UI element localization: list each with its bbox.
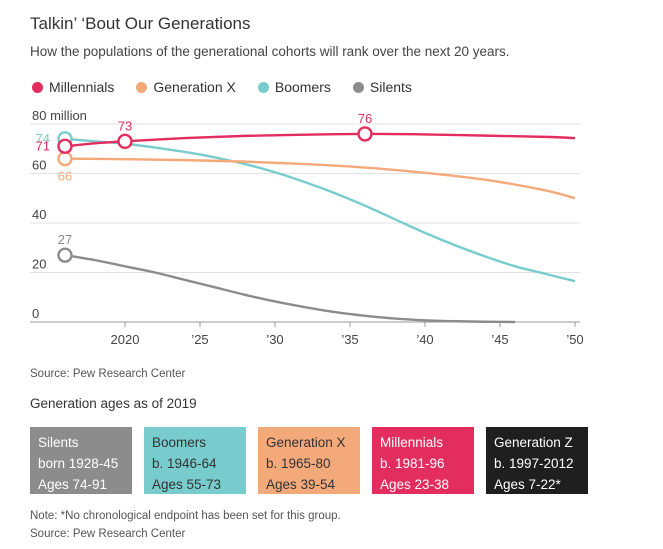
legend-swatch-silents — [352, 81, 364, 93]
footer-source: Source: Pew Research Center — [30, 528, 186, 540]
x-tick-label: ’30 — [266, 332, 283, 347]
series-line-silents — [64, 253, 516, 324]
generation-boxes: Silents born 1928-45 Ages 74-91 Boomers … — [30, 427, 588, 494]
generation-name: Silents — [38, 435, 79, 450]
data-label: 76 — [358, 111, 372, 126]
data-label: 66 — [58, 169, 72, 184]
legend: Millennials Generation X Boomers Silents — [32, 79, 434, 95]
x-tick-label: ’50 — [566, 332, 583, 347]
data-point-marker — [357, 126, 373, 142]
generation-box-boomers: Boomers b. 1946-64 Ages 55-73 — [144, 427, 246, 494]
legend-item-millennials: Millennials — [32, 79, 114, 95]
data-point-marker — [117, 133, 133, 150]
data-label: 71 — [36, 138, 50, 153]
y-tick-label: 60 — [32, 158, 46, 173]
series-line-boomers — [64, 137, 576, 283]
legend-label-generation-x: Generation X — [153, 79, 236, 95]
legend-item-generation-x: Generation X — [136, 79, 236, 95]
generation-born: b. 1981-96 — [380, 456, 445, 471]
generation-born: b. 1997-2012 — [494, 456, 574, 471]
chart-subtitle: How the populations of the generational … — [30, 44, 510, 59]
x-tick-label: ’45 — [491, 332, 508, 347]
generation-ages: Ages 39-54 — [266, 477, 336, 492]
footnote: Note: *No chronological endpoint has bee… — [30, 510, 341, 522]
generation-name: Boomers — [152, 435, 207, 450]
generation-ages: Ages 74-91 — [38, 477, 108, 492]
data-label: 74 — [36, 131, 50, 146]
x-tick-label: ’35 — [341, 332, 358, 347]
y-tick-label: 40 — [32, 207, 46, 222]
generation-born: b. 1946-64 — [152, 456, 217, 471]
legend-swatch-millennials — [32, 81, 43, 93]
generation-born: b. 1965-80 — [266, 456, 331, 471]
chart-source: Source: Pew Research Center — [30, 368, 186, 380]
x-tick-label: 2020 — [111, 332, 140, 347]
legend-label-boomers: Boomers — [274, 79, 331, 95]
generation-name: Generation Z — [494, 435, 573, 450]
line-chart: 0 20 40 60 80 million 2020 ’25 ’30 ’35 ’40 ’45 ’50 7… — [30, 108, 584, 347]
generation-box-millennials: Millennials b. 1981-96 Ages 23-38 — [372, 427, 474, 494]
chart-title: Talkin’ ‘Bout Our Generations — [30, 14, 251, 33]
generation-ages-title: Generation ages as of 2019 — [30, 396, 197, 411]
y-tick-label: 80 million — [32, 108, 87, 123]
series-line-millennials — [64, 132, 576, 148]
generation-name: Generation X — [266, 435, 346, 450]
generation-box-silents: Silents born 1928-45 Ages 74-91 — [30, 427, 132, 494]
generation-box-generation-z: Generation Z b. 1997-2012 Ages 7-22* — [486, 427, 588, 494]
generation-name: Millennials — [380, 435, 444, 450]
generation-box-generation-x: Generation X b. 1965-80 Ages 39-54 — [258, 427, 360, 494]
data-point-marker — [57, 138, 73, 154]
y-tick-label: 0 — [32, 306, 39, 321]
generation-born: born 1928-45 — [38, 456, 119, 471]
data-label: 73 — [118, 118, 132, 133]
legend-label-millennials: Millennials — [49, 79, 115, 95]
legend-item-silents: Silents — [352, 79, 412, 95]
data-point-marker — [57, 150, 73, 167]
x-tick-label: ’40 — [416, 332, 433, 347]
data-point-marker — [57, 247, 73, 263]
y-tick-label: 20 — [32, 257, 46, 272]
legend-item-boomers: Boomers — [257, 79, 331, 95]
data-label: 27 — [58, 232, 72, 247]
legend-swatch-generation-x — [136, 81, 148, 93]
generation-ages: Ages 55-73 — [152, 477, 222, 492]
legend-label-silents: Silents — [369, 79, 412, 95]
generation-ages: Ages 7-22* — [494, 477, 561, 492]
legend-swatch-boomers — [257, 81, 269, 93]
x-tick-label: ’25 — [191, 332, 208, 347]
generation-ages: Ages 23-38 — [380, 477, 450, 492]
series-line-generation-x — [64, 157, 576, 200]
